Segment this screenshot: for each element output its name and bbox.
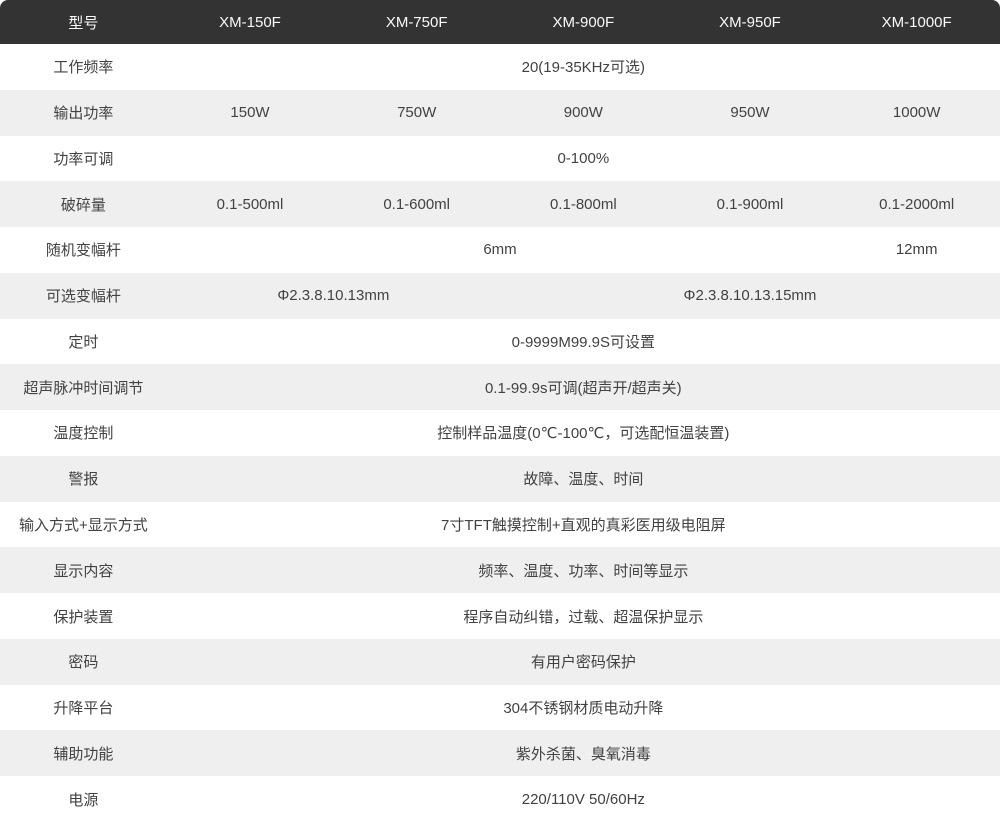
spec-row-label: 定时 (68, 333, 99, 351)
spec-row-label: 输入方式+显示方式 (18, 517, 148, 535)
spec-value-cell: 0.1-500ml (216, 195, 284, 213)
spec-value-cell: 1000W (892, 104, 941, 122)
spec-value-cell: 0.1-99.9s可调(超声开/超声关) (484, 379, 682, 397)
spec-value-cell: 0.1-600ml (383, 195, 451, 213)
spec-row-label: 温度控制 (53, 425, 114, 443)
spec-row-label: 超声脉冲时间调节 (23, 379, 144, 397)
spec-value-cell: 0.1-800ml (549, 195, 617, 213)
spec-row: 辅助功能 紫外杀菌、臭氧消毒 (0, 730, 1000, 777)
spec-row: 破碎量 0.1-500ml 0.1-600ml 0.1-800ml 0.1-900ml 0… (0, 181, 1000, 228)
spec-row-label: 辅助功能 (53, 745, 114, 763)
model-name-cell: XM-950F (719, 13, 781, 31)
spec-value-cell: 0.1-2000ml (879, 195, 955, 213)
spec-row: 输出功率 150W 750W 900W 950W 1000W (0, 89, 1000, 136)
spec-row: 定时 0-9999M99.9S可设置 (0, 319, 1000, 365)
spec-row: 保护装置 程序自动纠错，过载、超温保护显示 (0, 593, 1000, 639)
model-name-cell: XM-1000F (881, 13, 952, 31)
model-name-cell: XM-900F (552, 13, 615, 31)
spec-value-cell: 20(19-35KHz可选) (521, 59, 646, 77)
spec-value-cell: 950W (730, 104, 770, 122)
spec-row-label: 随机变幅杆 (45, 242, 121, 260)
spec-value-cell: 紫外杀菌、臭氧消毒 (515, 745, 651, 763)
model-header-cell: 型号 (68, 14, 99, 32)
spec-row-label: 破碎量 (60, 196, 106, 214)
spec-row: 可选变幅杆 Φ2.3.8.10.13mm Φ2.3.8.10.13.15mm (0, 272, 1000, 319)
spec-value-cell: 控制样品温度(0℃-100℃，可选配恒温装置) (437, 425, 730, 443)
model-name-cell: XM-750F (385, 13, 448, 31)
spec-value-cell: 150W (230, 104, 270, 122)
spec-row-label: 功率可调 (53, 150, 114, 168)
spec-row-label: 工作频率 (53, 59, 114, 77)
spec-value-cell: 程序自动纠错，过载、超温保护显示 (463, 608, 704, 626)
spec-row-label: 输出功率 (53, 105, 114, 123)
spec-row: 电源 220/110V 50/60Hz (0, 776, 1000, 822)
spec-row: 工作频率 20(19-35KHz可选) (0, 44, 1000, 90)
spec-value-cell: 6mm (483, 241, 517, 259)
spec-row-label: 电源 (68, 791, 99, 809)
spec-row: 温度控制 控制样品温度(0℃-100℃，可选配恒温装置) (0, 410, 1000, 456)
spec-row-label: 警报 (68, 471, 99, 489)
spec-row: 警报 故障、温度、时间 (0, 455, 1000, 502)
spec-row: 升降平台 304不锈钢材质电动升降 (0, 685, 1000, 731)
spec-value-cell: Φ2.3.8.10.13mm (277, 287, 390, 305)
spec-row-label: 可选变幅杆 (45, 288, 121, 306)
spec-row-label: 保护装置 (53, 608, 114, 626)
spec-row: 超声脉冲时间调节 0.1-99.9s可调(超声开/超声关) (0, 364, 1000, 411)
spec-row: 密码 有用户密码保护 (0, 638, 1000, 685)
spec-row-label: 升降平台 (53, 700, 114, 718)
spec-row-label: 密码 (68, 654, 99, 672)
model-name-cell: XM-150F (219, 13, 281, 31)
spec-value-cell: 12mm (895, 241, 938, 259)
table-header-row: 型号 XM-150F XM-750F XM-900F XM-950F XM-1000F (0, 0, 1000, 44)
spec-value-cell: 频率、温度、功率、时间等显示 (478, 562, 689, 580)
spec-value-cell: 304不锈钢材质电动升降 (503, 700, 664, 718)
spec-row: 随机变幅杆 6mm 12mm (0, 227, 1000, 273)
spec-row-label: 显示内容 (53, 562, 114, 580)
spec-row: 显示内容 频率、温度、功率、时间等显示 (0, 547, 1000, 594)
spec-value-cell: 750W (397, 104, 437, 122)
spec-value-cell: 0-100% (557, 149, 610, 167)
spec-value-cell: 故障、温度、时间 (523, 471, 644, 489)
spec-value-cell: 900W (563, 104, 603, 122)
spec-row: 功率可调 0-100% (0, 136, 1000, 182)
spec-value-cell: 220/110V 50/60Hz (521, 790, 645, 808)
spec-row: 输入方式+显示方式 7寸TFT触摸控制+直观的真彩医用级电阻屏 (0, 502, 1000, 548)
spec-value-cell: 0.1-900ml (716, 195, 784, 213)
spec-value-cell: 0-9999M99.9S可设置 (511, 333, 656, 351)
spec-value-cell: 有用户密码保护 (530, 654, 636, 672)
spec-value-cell: 7寸TFT触摸控制+直观的真彩医用级电阻屏 (441, 517, 726, 535)
spec-value-cell: Φ2.3.8.10.13.15mm (683, 287, 817, 305)
